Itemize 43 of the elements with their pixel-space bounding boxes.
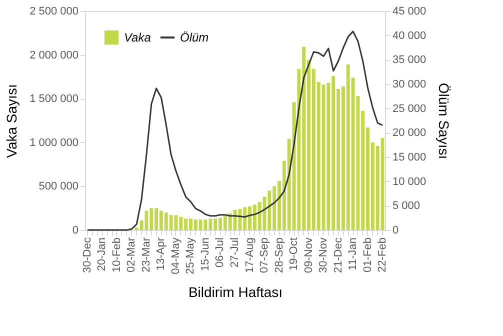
y2-tick-label: 40 000 [392, 30, 426, 42]
x-tick-label: 07-Sep [258, 238, 271, 273]
x-tick-label: 23-Mar [140, 237, 152, 272]
x-tick-label: 30-Nov [318, 237, 330, 273]
x-tick-label: 04-May [170, 237, 182, 274]
x-tick-label: 25-May [184, 237, 197, 274]
x-tick-label: 15-Jun [199, 238, 212, 272]
x-tick-label: 27-Jul [229, 238, 241, 268]
x-tick-label: 19-Oct [288, 238, 300, 271]
x-tick-label: 01-Feb [362, 238, 374, 272]
y-tick-label: 1 500 000 [30, 93, 78, 106]
y-tick-label: 2 500 000 [30, 6, 78, 18]
x-tick-label: 20-Jan [96, 238, 108, 272]
y2-tick-label: 15 000 [392, 152, 426, 164]
y2-tick-label: 5 000 [392, 200, 420, 212]
x-tick-label: 22-Feb [376, 238, 389, 272]
y-tick-label: 1 000 000 [30, 136, 78, 149]
x-tick-label: 09-Nov [302, 237, 315, 273]
x-tick-label: 30-Dec [81, 237, 94, 273]
legend-label: Vaka [124, 30, 152, 44]
y-tick-label: 0 [72, 224, 78, 236]
y2-axis-title: Ölüm Sayısı [436, 82, 452, 160]
y2-tick-label: 20 000 [392, 127, 426, 140]
legend-label: Ölüm [180, 30, 209, 44]
x-tick-label: 21-Dec [332, 237, 344, 273]
y2-tick-label: 0 [392, 224, 399, 236]
y-tick-label: 2 000 000 [30, 49, 78, 62]
y2-tick-label: 10 000 [392, 176, 426, 188]
y2-tick-label: 45 000 [392, 6, 426, 18]
y-tick-label: 500 000 [38, 180, 78, 193]
x-tick-label: 10-Feb [110, 238, 123, 272]
y2-tick-label: 25 000 [392, 102, 426, 115]
x-axis-title: Bildirim Haftası [188, 284, 283, 300]
x-tick-label: 06-Jul [214, 238, 226, 268]
x-tick-label: 02-Mar [126, 237, 138, 272]
x-tick-label: 17-Aug [244, 238, 256, 273]
y-axis-title: Vaka Sayısı [4, 84, 20, 158]
x-tick-label: 28-Sep [273, 238, 286, 273]
y2-tick-label: 30 000 [392, 78, 426, 90]
x-tick-label: 13-Apr [155, 237, 168, 271]
line-series [86, 30, 384, 231]
y2-tick-label: 35 000 [392, 54, 426, 66]
x-tick-label: 11-Jan [347, 238, 360, 270]
